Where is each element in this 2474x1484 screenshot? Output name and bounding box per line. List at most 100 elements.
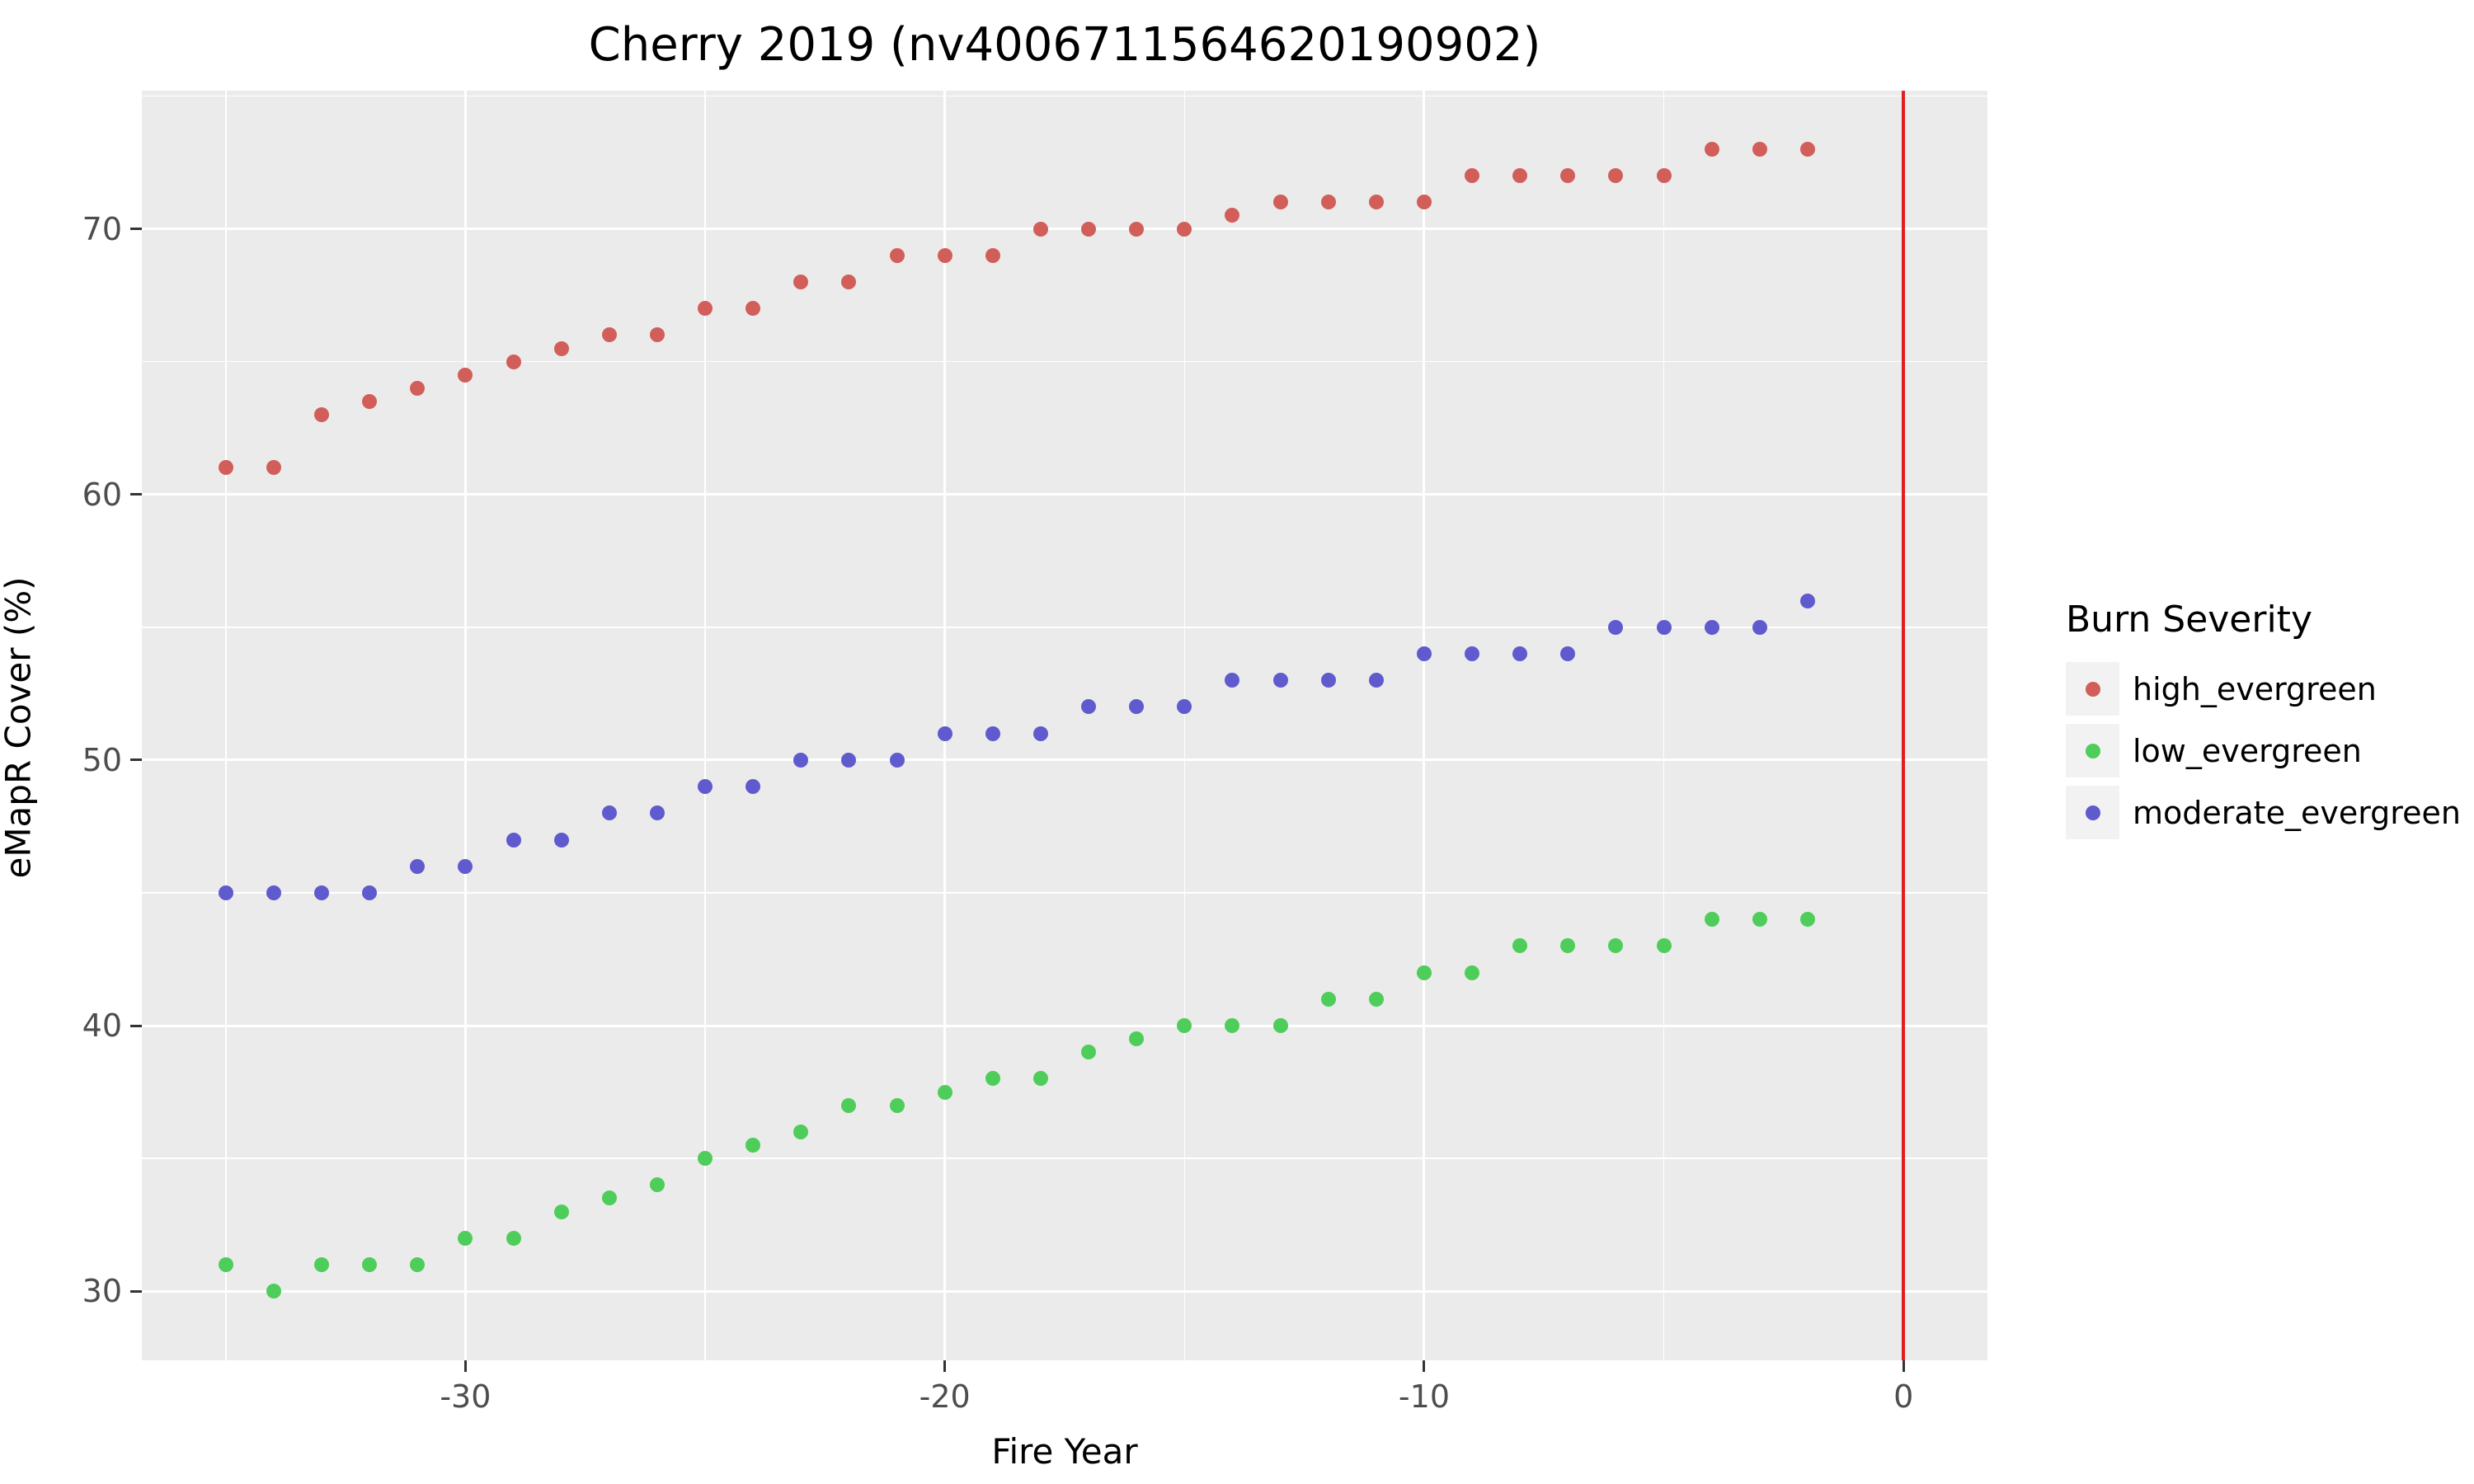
data-point-high_evergreen <box>1320 195 1336 210</box>
x-tick-label: -20 <box>919 1378 971 1415</box>
gridline-major-y <box>142 228 1987 231</box>
data-point-high_evergreen <box>218 460 233 476</box>
data-point-moderate_evergreen <box>1177 699 1192 715</box>
data-point-high_evergreen <box>649 327 665 343</box>
data-point-moderate_evergreen <box>1416 646 1432 661</box>
data-point-low_evergreen <box>1608 938 1624 954</box>
legend-item-label: high_evergreen <box>2133 670 2377 707</box>
y-tick-label: 50 <box>82 741 122 778</box>
legend-item-label: moderate_evergreen <box>2133 794 2461 831</box>
legend-item-low_evergreen: low_evergreen <box>2066 724 2461 777</box>
data-point-moderate_evergreen <box>985 726 1000 741</box>
gridline-minor-y <box>142 892 1987 894</box>
data-point-high_evergreen <box>1416 195 1432 210</box>
data-point-high_evergreen <box>266 460 281 476</box>
data-point-high_evergreen <box>1560 168 1576 184</box>
data-point-moderate_evergreen <box>1465 646 1480 661</box>
data-point-moderate_evergreen <box>1560 646 1576 661</box>
data-point-low_evergreen <box>841 1097 857 1113</box>
legend-key-box <box>2066 786 2119 839</box>
data-point-high_evergreen <box>1800 141 1815 157</box>
data-point-high_evergreen <box>1512 168 1528 184</box>
data-point-high_evergreen <box>313 407 329 423</box>
data-point-moderate_evergreen <box>745 779 761 795</box>
data-point-moderate_evergreen <box>649 805 665 821</box>
gridline-minor-y <box>142 626 1987 628</box>
data-point-low_evergreen <box>889 1097 905 1113</box>
gridline-minor-y <box>142 95 1987 97</box>
x-tick-label: -10 <box>1398 1378 1451 1415</box>
data-point-low_evergreen <box>1465 965 1480 980</box>
data-point-low_evergreen <box>553 1204 569 1219</box>
y-axis-tick <box>130 1024 142 1027</box>
data-point-moderate_evergreen <box>1032 726 1048 741</box>
data-point-moderate_evergreen <box>841 752 857 768</box>
data-point-low_evergreen <box>362 1257 378 1273</box>
data-point-moderate_evergreen <box>793 752 809 768</box>
y-tick-label: 70 <box>82 210 122 247</box>
data-point-high_evergreen <box>1656 168 1672 184</box>
data-point-low_evergreen <box>1032 1071 1048 1087</box>
data-point-low_evergreen <box>1129 1031 1145 1047</box>
data-point-low_evergreen <box>793 1124 809 1139</box>
x-axis-tick <box>463 1360 467 1372</box>
data-point-high_evergreen <box>1129 221 1145 237</box>
data-point-low_evergreen <box>985 1071 1000 1087</box>
data-point-high_evergreen <box>553 340 569 356</box>
data-point-moderate_evergreen <box>313 885 329 900</box>
data-point-low_evergreen <box>698 1151 713 1167</box>
legend: Burn Severity high_evergreen low_evergree… <box>2066 599 2461 848</box>
data-point-moderate_evergreen <box>698 779 713 795</box>
data-point-low_evergreen <box>1512 938 1528 954</box>
y-axis-title: eMapR Cover (%) <box>0 576 39 879</box>
plot-panel <box>142 91 1987 1360</box>
y-tick-label: 60 <box>82 476 122 513</box>
data-point-high_evergreen <box>1177 221 1192 237</box>
data-point-moderate_evergreen <box>1129 699 1145 715</box>
data-point-low_evergreen <box>1368 991 1384 1007</box>
data-point-low_evergreen <box>1752 912 1767 928</box>
data-point-moderate_evergreen <box>1368 673 1384 688</box>
data-point-low_evergreen <box>458 1230 473 1246</box>
y-axis-tick <box>130 758 142 762</box>
data-point-moderate_evergreen <box>1608 619 1624 635</box>
y-axis-tick <box>130 228 142 231</box>
gridline-minor-x <box>1183 91 1186 1360</box>
data-point-moderate_evergreen <box>889 752 905 768</box>
data-point-moderate_evergreen <box>1704 619 1719 635</box>
data-point-low_evergreen <box>1800 912 1815 928</box>
data-point-low_evergreen <box>745 1138 761 1153</box>
legend-item-moderate_evergreen: moderate_evergreen <box>2066 786 2461 839</box>
reference-vline <box>1902 91 1906 1360</box>
data-point-high_evergreen <box>793 274 809 289</box>
legend-dot-moderate_evergreen <box>2085 805 2100 820</box>
gridline-minor-y <box>142 1158 1987 1159</box>
data-point-low_evergreen <box>506 1230 521 1246</box>
legend-key-box <box>2066 724 2119 777</box>
data-point-moderate_evergreen <box>1752 619 1767 635</box>
data-point-high_evergreen <box>1368 195 1384 210</box>
data-point-high_evergreen <box>841 274 857 289</box>
data-point-moderate_evergreen <box>553 832 569 848</box>
legend-dot-high_evergreen <box>2085 681 2100 697</box>
data-point-low_evergreen <box>1560 938 1576 954</box>
data-point-low_evergreen <box>1704 912 1719 928</box>
data-point-high_evergreen <box>1704 141 1719 157</box>
legend-key-box <box>2066 662 2119 716</box>
data-point-high_evergreen <box>1032 221 1048 237</box>
gridline-major-x <box>1423 91 1426 1360</box>
y-tick-label: 40 <box>82 1007 122 1045</box>
legend-items: high_evergreen low_evergreen moderate_ever… <box>2066 662 2461 839</box>
y-tick-label: 30 <box>82 1273 122 1310</box>
data-point-high_evergreen <box>1752 141 1767 157</box>
data-point-moderate_evergreen <box>458 858 473 874</box>
data-point-moderate_evergreen <box>1081 699 1097 715</box>
data-point-moderate_evergreen <box>410 858 426 874</box>
x-tick-label: -30 <box>440 1378 492 1415</box>
data-point-high_evergreen <box>1608 168 1624 184</box>
data-point-moderate_evergreen <box>1225 673 1240 688</box>
data-point-low_evergreen <box>1416 965 1432 980</box>
gridline-major-x <box>943 91 947 1360</box>
gridline-minor-y <box>142 360 1987 363</box>
legend-dot-low_evergreen <box>2085 743 2100 758</box>
